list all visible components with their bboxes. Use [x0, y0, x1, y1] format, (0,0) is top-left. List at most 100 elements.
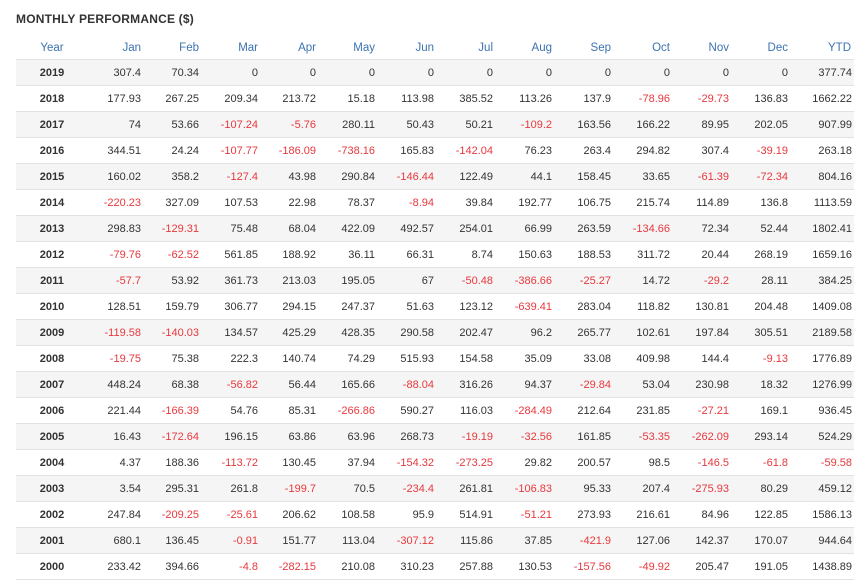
value-cell-mar: 306.77 [204, 293, 263, 320]
column-header-jun: Jun [380, 36, 439, 60]
value-cell-jun: 67 [380, 267, 439, 294]
value-cell-oct: 102.61 [616, 319, 675, 346]
value-cell-ytd: 1802.41 [793, 215, 854, 242]
year-cell: 2001 [16, 527, 88, 554]
value-cell-jul: 202.47 [439, 319, 498, 346]
value-cell-ytd: 1586.13 [793, 501, 854, 528]
table-body: 2019 307.4 70.34 0 0 0 0 0 0 0 0 0 0 377.74 2018 177.93… [16, 59, 854, 580]
value-cell-jul: 254.01 [439, 215, 498, 242]
value-cell-apr: 140.74 [263, 345, 321, 372]
value-cell-jan: 298.83 [88, 215, 146, 242]
value-cell-nov: 72.34 [675, 215, 734, 242]
value-cell-jul: 123.12 [439, 293, 498, 320]
value-cell-aug: 96.2 [498, 319, 557, 346]
value-cell-aug: 76.23 [498, 137, 557, 164]
value-cell-ytd: 524.29 [793, 423, 854, 450]
value-cell-mar: -127.4 [204, 163, 263, 190]
table-row: 2005 16.43 -172.64 196.15 63.86 63.96 268.73 -1… [16, 423, 854, 450]
value-cell-apr: 85.31 [263, 397, 321, 424]
value-cell-dec: 305.51 [734, 319, 793, 346]
value-cell-mar: 196.15 [204, 423, 263, 450]
value-cell-dec: 28.11 [734, 267, 793, 294]
value-cell-ytd: -59.58 [793, 449, 854, 476]
value-cell-feb: 295.31 [146, 475, 204, 502]
table-row: 2009 -119.58 -140.03 134.57 425.29 428.35 290.… [16, 319, 854, 346]
value-cell-sep: 212.64 [557, 397, 616, 424]
value-cell-ytd: 1276.99 [793, 371, 854, 398]
value-cell-nov: 307.4 [675, 137, 734, 164]
value-cell-aug: -284.49 [498, 397, 557, 424]
value-cell-may: -266.86 [321, 397, 380, 424]
column-header-jul: Jul [439, 36, 498, 60]
value-cell-jan: 3.54 [88, 475, 146, 502]
value-cell-may: 108.58 [321, 501, 380, 528]
value-cell-jun: 50.43 [380, 111, 439, 138]
table-row: 2017 74 53.66 -107.24 -5.76 280.11 50.43 50.21-… [16, 111, 854, 138]
value-cell-aug: 66.99 [498, 215, 557, 242]
value-cell-nov: 130.81 [675, 293, 734, 320]
value-cell-apr: 22.98 [263, 189, 321, 216]
table-row: 2016 344.51 24.24 -107.77 -186.09 -738.16 165.… [16, 137, 854, 164]
value-cell-aug: -639.41 [498, 293, 557, 320]
value-cell-dec: 18.32 [734, 371, 793, 398]
value-cell-feb: 188.36 [146, 449, 204, 476]
value-cell-sep: 263.59 [557, 215, 616, 242]
value-cell-jan: 448.24 [88, 371, 146, 398]
value-cell-mar: -25.61 [204, 501, 263, 528]
value-cell-jan: -57.7 [88, 267, 146, 294]
year-cell: 2010 [16, 293, 88, 320]
value-cell-nov: 144.4 [675, 345, 734, 372]
value-cell-oct: 215.74 [616, 189, 675, 216]
value-cell-jul: 122.49 [439, 163, 498, 190]
value-cell-may: 63.96 [321, 423, 380, 450]
value-cell-feb: 70.34 [146, 59, 204, 86]
value-cell-mar: 261.8 [204, 475, 263, 502]
value-cell-ytd: 804.16 [793, 163, 854, 190]
value-cell-nov: 20.44 [675, 241, 734, 268]
value-cell-may: 37.94 [321, 449, 380, 476]
value-cell-sep: -421.9 [557, 527, 616, 554]
table-row: 2012 -79.76 -62.52 561.85 188.92 36.11 66.31 8.… [16, 241, 854, 268]
value-cell-mar: -0.91 [204, 527, 263, 554]
table-row: 2019 307.4 70.34 0 0 0 0 0 0 0 0 0 0 377.74 [16, 59, 854, 86]
value-cell-oct: 118.82 [616, 293, 675, 320]
year-cell: 2016 [16, 137, 88, 164]
year-cell: 2011 [16, 267, 88, 294]
value-cell-jul: 50.21 [439, 111, 498, 138]
value-cell-dec: 80.29 [734, 475, 793, 502]
value-cell-may: 113.04 [321, 527, 380, 554]
column-header-sep: Sep [557, 36, 616, 60]
value-cell-jun: 290.58 [380, 319, 439, 346]
value-cell-sep: 263.4 [557, 137, 616, 164]
value-cell-nov: -27.21 [675, 397, 734, 424]
value-cell-mar: 75.48 [204, 215, 263, 242]
value-cell-jun: 51.63 [380, 293, 439, 320]
value-cell-feb: 159.79 [146, 293, 204, 320]
value-cell-may: 210.08 [321, 553, 380, 580]
value-cell-nov: -61.39 [675, 163, 734, 190]
year-cell: 2015 [16, 163, 88, 190]
value-cell-ytd: 1662.22 [793, 85, 854, 112]
value-cell-jul: -142.04 [439, 137, 498, 164]
value-cell-ytd: 936.45 [793, 397, 854, 424]
value-cell-nov: 205.47 [675, 553, 734, 580]
value-cell-jun: -307.12 [380, 527, 439, 554]
value-cell-apr: 206.62 [263, 501, 321, 528]
year-cell: 2019 [16, 59, 88, 86]
value-cell-apr: 68.04 [263, 215, 321, 242]
value-cell-may: 70.5 [321, 475, 380, 502]
value-cell-mar: -4.8 [204, 553, 263, 580]
value-cell-sep: 137.9 [557, 85, 616, 112]
value-cell-jan: 221.44 [88, 397, 146, 424]
value-cell-sep: -25.27 [557, 267, 616, 294]
value-cell-jan: 160.02 [88, 163, 146, 190]
value-cell-sep: 200.57 [557, 449, 616, 476]
value-cell-ytd: 944.64 [793, 527, 854, 554]
year-cell: 2018 [16, 85, 88, 112]
value-cell-jul: -50.48 [439, 267, 498, 294]
year-cell: 2004 [16, 449, 88, 476]
value-cell-oct: 311.72 [616, 241, 675, 268]
value-cell-aug: -51.21 [498, 501, 557, 528]
table-row: 2011 -57.7 53.92 361.73 213.03 195.05 67 -50.48… [16, 267, 854, 294]
value-cell-sep: 158.45 [557, 163, 616, 190]
